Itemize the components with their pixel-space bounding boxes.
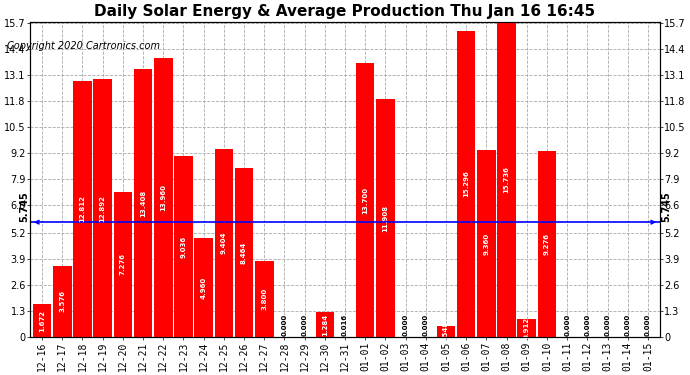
- Text: 5.745: 5.745: [661, 191, 671, 222]
- Bar: [53, 266, 72, 337]
- Text: 1.672: 1.672: [39, 309, 45, 332]
- Text: 12.812: 12.812: [79, 195, 86, 222]
- Bar: [114, 192, 132, 337]
- Title: Daily Solar Energy & Average Production Thu Jan 16 16:45: Daily Solar Energy & Average Production …: [95, 4, 595, 19]
- Bar: [356, 63, 375, 337]
- Text: 13.408: 13.408: [140, 189, 146, 217]
- Text: 13.700: 13.700: [362, 186, 368, 214]
- Text: 9.360: 9.360: [484, 232, 489, 255]
- Text: 0.000: 0.000: [302, 314, 308, 336]
- Text: Copyright 2020 Cartronics.com: Copyright 2020 Cartronics.com: [7, 41, 160, 51]
- Text: 9.036: 9.036: [181, 236, 186, 258]
- Text: 12.892: 12.892: [99, 195, 106, 222]
- Bar: [33, 304, 51, 337]
- Bar: [93, 79, 112, 337]
- Text: 15.296: 15.296: [463, 171, 469, 197]
- Text: 0.000: 0.000: [645, 314, 651, 336]
- Text: 0.000: 0.000: [564, 314, 570, 336]
- Bar: [255, 261, 273, 337]
- Text: 0.000: 0.000: [402, 314, 408, 336]
- Text: 0.548: 0.548: [443, 321, 449, 343]
- Text: 7.276: 7.276: [120, 254, 126, 275]
- Text: 0.000: 0.000: [282, 314, 288, 336]
- Text: 11.908: 11.908: [382, 204, 388, 231]
- Text: 8.464: 8.464: [241, 241, 247, 264]
- Bar: [215, 149, 233, 337]
- Bar: [154, 58, 172, 337]
- Bar: [134, 69, 152, 337]
- Text: 0.000: 0.000: [423, 314, 428, 336]
- Text: 9.404: 9.404: [221, 232, 227, 254]
- Text: 0.016: 0.016: [342, 314, 348, 336]
- Bar: [73, 81, 92, 337]
- Bar: [457, 31, 475, 337]
- Text: 3.576: 3.576: [59, 291, 66, 312]
- Bar: [538, 152, 556, 337]
- Bar: [315, 312, 334, 337]
- Text: 0.000: 0.000: [624, 314, 631, 336]
- Text: 1.284: 1.284: [322, 313, 328, 336]
- Bar: [518, 319, 536, 337]
- Bar: [437, 326, 455, 337]
- Bar: [497, 22, 516, 337]
- Bar: [174, 156, 193, 337]
- Text: 5.745: 5.745: [19, 191, 29, 222]
- Bar: [376, 99, 395, 337]
- Text: 0.912: 0.912: [524, 317, 530, 339]
- Text: 0.000: 0.000: [584, 314, 591, 336]
- Text: 9.276: 9.276: [544, 233, 550, 255]
- Text: 4.960: 4.960: [201, 276, 206, 299]
- Text: 13.960: 13.960: [160, 184, 166, 211]
- Text: 3.800: 3.800: [262, 288, 267, 310]
- Bar: [235, 168, 253, 337]
- Bar: [477, 150, 495, 337]
- Text: 15.736: 15.736: [504, 166, 509, 193]
- Text: 0.000: 0.000: [604, 314, 611, 336]
- Bar: [195, 238, 213, 337]
